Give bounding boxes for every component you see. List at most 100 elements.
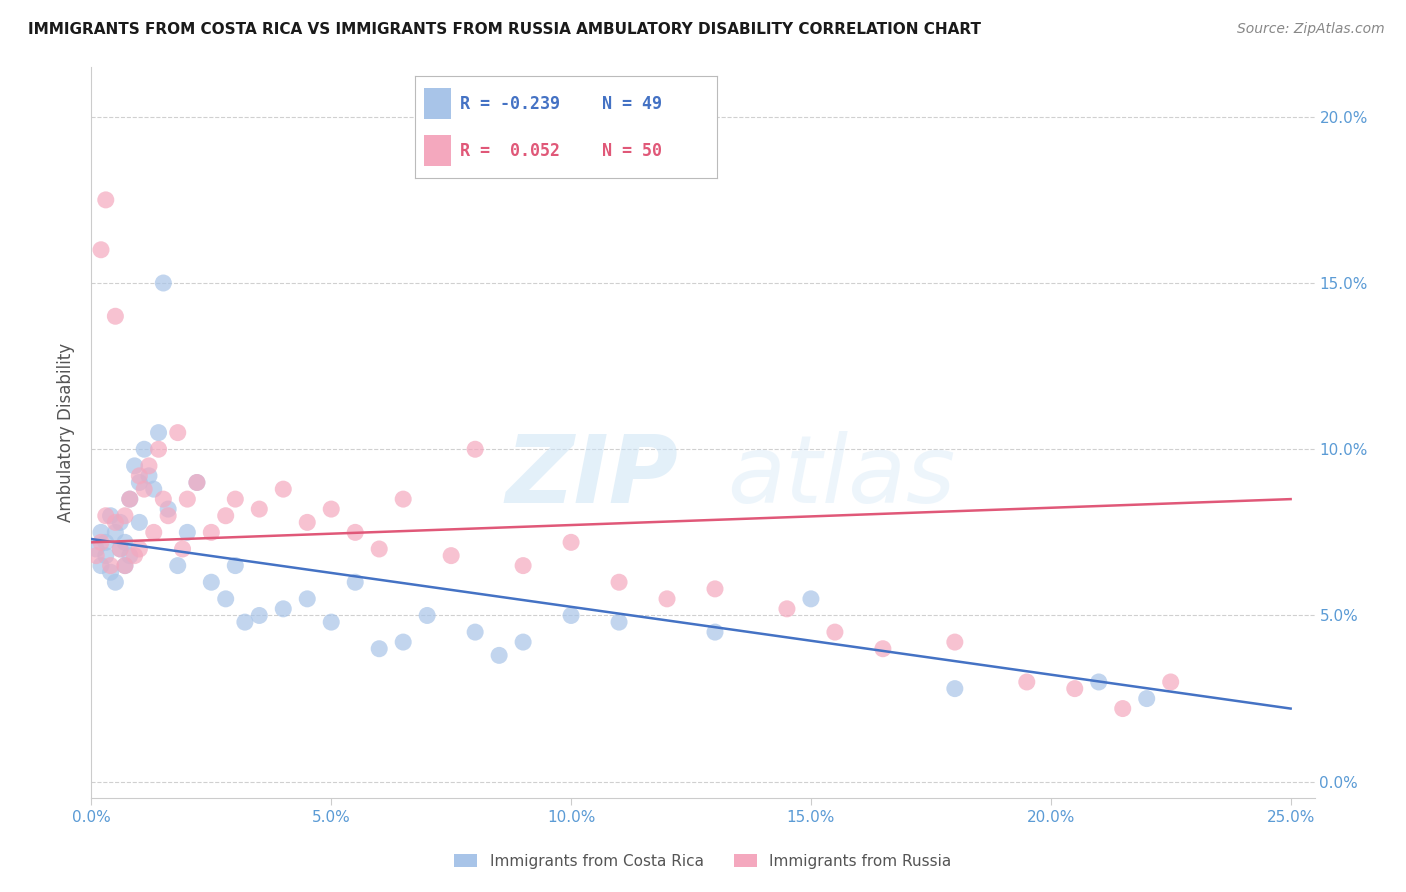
Point bbox=[94, 193, 117, 207]
Point bbox=[943, 635, 966, 649]
Point bbox=[152, 276, 174, 290]
Point bbox=[157, 508, 180, 523]
Point bbox=[114, 558, 136, 573]
Point bbox=[100, 566, 122, 580]
Point bbox=[176, 492, 198, 507]
Point bbox=[128, 541, 150, 556]
Point bbox=[512, 635, 534, 649]
Point bbox=[271, 602, 294, 616]
Point bbox=[247, 502, 270, 516]
Point bbox=[392, 492, 415, 507]
Text: Source: ZipAtlas.com: Source: ZipAtlas.com bbox=[1237, 22, 1385, 37]
Point bbox=[704, 625, 727, 640]
Point bbox=[440, 549, 463, 563]
Point bbox=[416, 608, 439, 623]
Point bbox=[90, 243, 112, 257]
Y-axis label: Ambulatory Disability: Ambulatory Disability bbox=[58, 343, 76, 522]
Point bbox=[166, 425, 188, 440]
Point bbox=[124, 549, 146, 563]
Bar bbox=[423, 136, 451, 166]
Point bbox=[297, 516, 319, 530]
Point bbox=[704, 582, 727, 596]
Point bbox=[114, 535, 136, 549]
Point bbox=[172, 541, 194, 556]
Point bbox=[800, 591, 823, 606]
Point bbox=[1112, 701, 1135, 715]
Point bbox=[114, 558, 136, 573]
Point bbox=[464, 625, 486, 640]
Point bbox=[215, 591, 238, 606]
Text: N = 49: N = 49 bbox=[602, 95, 662, 112]
Point bbox=[297, 591, 319, 606]
Point bbox=[114, 508, 136, 523]
Point bbox=[138, 458, 160, 473]
Point bbox=[560, 535, 582, 549]
Point bbox=[224, 492, 246, 507]
Point bbox=[118, 492, 141, 507]
Text: ZIP: ZIP bbox=[506, 431, 679, 523]
Point bbox=[321, 502, 343, 516]
Point bbox=[104, 525, 127, 540]
Point bbox=[100, 508, 122, 523]
Point bbox=[1063, 681, 1085, 696]
Point bbox=[1015, 675, 1038, 690]
Point bbox=[128, 468, 150, 483]
Point bbox=[118, 549, 141, 563]
Point bbox=[108, 516, 131, 530]
Point bbox=[1087, 675, 1109, 690]
Point bbox=[166, 558, 188, 573]
Point bbox=[233, 615, 256, 629]
Point bbox=[176, 525, 198, 540]
Text: R =  0.052: R = 0.052 bbox=[460, 142, 560, 160]
Point bbox=[94, 508, 117, 523]
Point bbox=[152, 492, 174, 507]
Point bbox=[90, 525, 112, 540]
Point bbox=[872, 641, 894, 656]
Point bbox=[344, 525, 367, 540]
Point bbox=[200, 575, 222, 590]
Point bbox=[124, 458, 146, 473]
Point bbox=[186, 475, 208, 490]
Point bbox=[776, 602, 799, 616]
Point bbox=[1136, 691, 1159, 706]
Point bbox=[108, 541, 131, 556]
Point bbox=[118, 492, 141, 507]
Point bbox=[90, 535, 112, 549]
Point bbox=[344, 575, 367, 590]
Point bbox=[247, 608, 270, 623]
Point bbox=[84, 541, 107, 556]
Point bbox=[128, 516, 150, 530]
Point bbox=[128, 475, 150, 490]
Point bbox=[215, 508, 238, 523]
Point bbox=[138, 468, 160, 483]
Point bbox=[94, 549, 117, 563]
Point bbox=[157, 502, 180, 516]
Point bbox=[512, 558, 534, 573]
Point bbox=[464, 442, 486, 457]
Point bbox=[186, 475, 208, 490]
Point bbox=[104, 516, 127, 530]
Point bbox=[655, 591, 678, 606]
Point bbox=[943, 681, 966, 696]
Point bbox=[104, 575, 127, 590]
Point bbox=[84, 549, 107, 563]
Point bbox=[200, 525, 222, 540]
Point bbox=[271, 482, 294, 496]
Point bbox=[94, 535, 117, 549]
Point bbox=[104, 310, 127, 324]
Point bbox=[392, 635, 415, 649]
Point bbox=[90, 558, 112, 573]
Point bbox=[148, 442, 170, 457]
Point bbox=[368, 641, 391, 656]
Point bbox=[1160, 675, 1182, 690]
Legend: Immigrants from Costa Rica, Immigrants from Russia: Immigrants from Costa Rica, Immigrants f… bbox=[449, 847, 957, 875]
Point bbox=[560, 608, 582, 623]
Text: IMMIGRANTS FROM COSTA RICA VS IMMIGRANTS FROM RUSSIA AMBULATORY DISABILITY CORRE: IMMIGRANTS FROM COSTA RICA VS IMMIGRANTS… bbox=[28, 22, 981, 37]
Bar bbox=[423, 88, 451, 119]
Point bbox=[108, 541, 131, 556]
Point bbox=[368, 541, 391, 556]
Point bbox=[142, 525, 165, 540]
Point bbox=[224, 558, 246, 573]
Point bbox=[142, 482, 165, 496]
Point bbox=[148, 425, 170, 440]
